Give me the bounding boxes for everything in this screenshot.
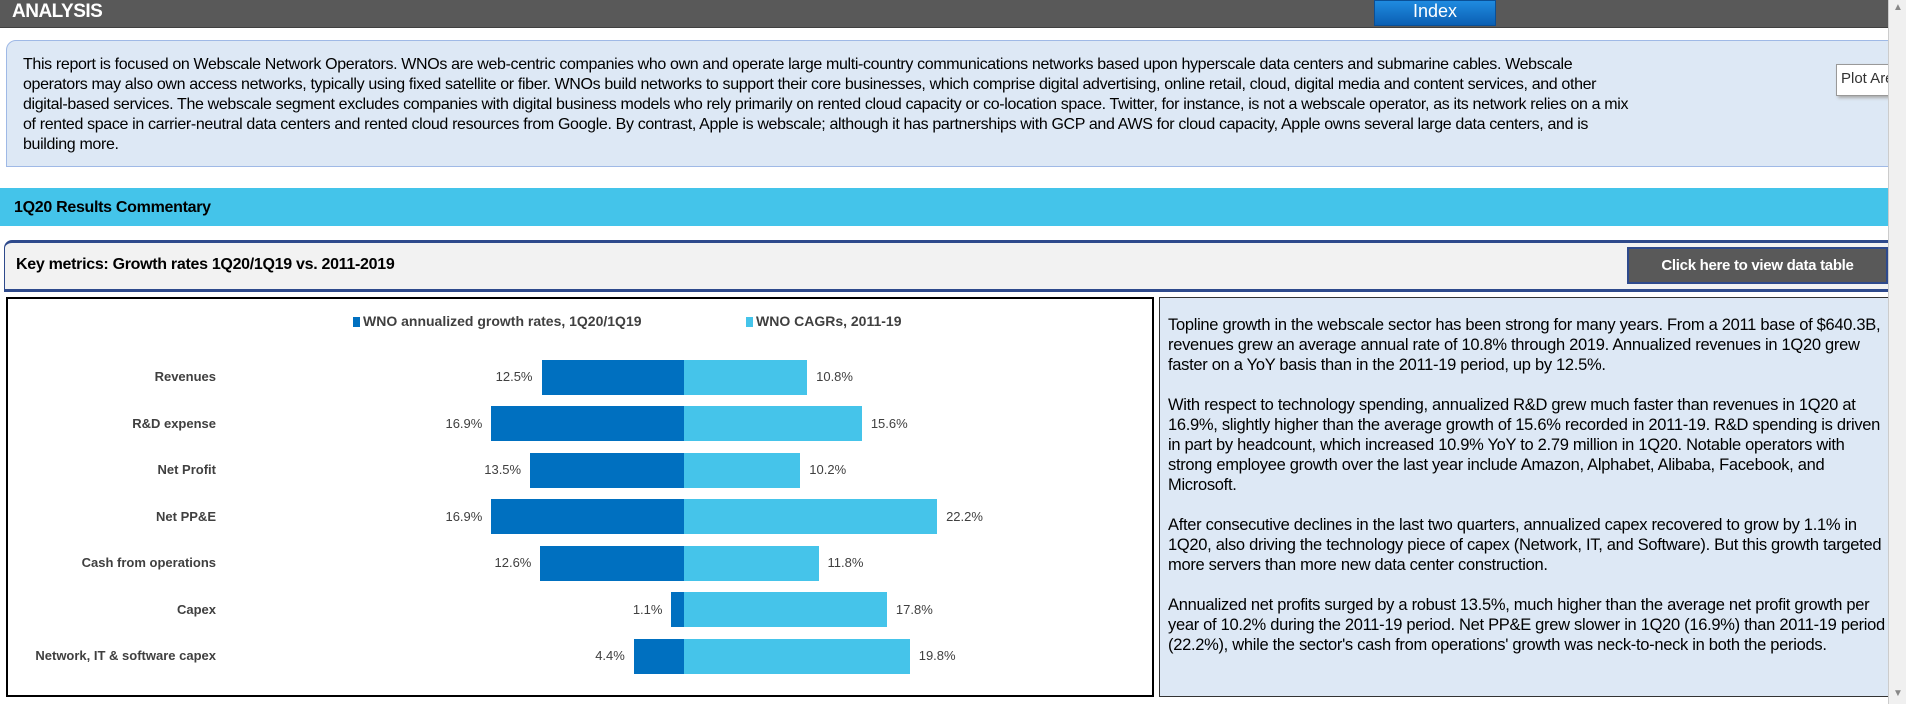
data-label: 15.6% [870, 415, 908, 431]
bar-cagr[interactable] [684, 638, 910, 674]
data-label: 19.8% [918, 648, 956, 663]
bar-1q20[interactable] [540, 545, 684, 581]
data-label: 22.2% [946, 508, 983, 524]
data-label: 16.9% [445, 415, 483, 431]
category-label: Net Profit [157, 462, 217, 477]
legend-item-series2: WNO CAGRs, 2011-19 [746, 313, 902, 329]
category-label: Net PP&E [156, 508, 216, 524]
key-metrics-title: Key metrics: Growth rates 1Q20/1Q19 vs. … [16, 256, 395, 273]
data-label: 10.8% [816, 369, 853, 384]
bar-1q20[interactable] [541, 359, 684, 395]
data-label: 17.8% [895, 601, 933, 617]
category-label: Revenues [154, 369, 216, 384]
category-label: Capex [176, 601, 216, 617]
legend-label: WNO CAGRs, 2011-19 [756, 313, 902, 329]
data-label: 12.6% [494, 555, 532, 570]
bar-cagr[interactable] [684, 452, 801, 488]
legend-swatch [746, 317, 753, 327]
chart-area[interactable]: WNO annualized growth rates, 1Q20/1Q19 W… [6, 297, 1154, 697]
index-button[interactable]: Index [1374, 0, 1496, 26]
data-label: 11.8% [827, 555, 864, 570]
category-label: Cash from operations [81, 555, 216, 570]
data-label: 12.5% [495, 369, 533, 384]
commentary-paragraph: Annualized net profits surged by a robus… [1168, 596, 1885, 654]
intro-line: of rented space in carrier-neutral data … [23, 116, 1589, 133]
legend-label: WNO annualized growth rates, 1Q20/1Q19 [363, 313, 642, 329]
legend-swatch [353, 317, 360, 327]
bar-1q20[interactable] [530, 452, 684, 488]
data-label: 10.2% [809, 462, 847, 477]
intro-line: This report is focused on Webscale Netwo… [23, 56, 1573, 73]
section-header: 1Q20 Results Commentary [0, 188, 1888, 226]
category-label: R&D expense [132, 415, 216, 431]
sheet-title: ANALYSIS [12, 1, 103, 22]
data-label: 13.5% [484, 462, 522, 477]
bar-1q20[interactable] [491, 499, 684, 534]
top-bar [0, 0, 1888, 28]
legend-item-series1: WNO annualized growth rates, 1Q20/1Q19 [353, 313, 642, 329]
bar-cagr[interactable] [684, 359, 808, 395]
intro-line: operators may also own access networks, … [23, 76, 1597, 93]
bar-cagr[interactable] [684, 499, 938, 534]
bar-1q20[interactable] [633, 638, 684, 674]
commentary-panel: Topline growth in the webscale sector ha… [1159, 297, 1890, 697]
key-metrics-bar [4, 240, 1888, 292]
bar-cagr[interactable] [684, 592, 887, 627]
bar-cagr[interactable] [684, 545, 819, 581]
plot-area: Revenues R&D expense Net Profit Net PP&E Cas… [8, 299, 1152, 695]
vertical-scrollbar[interactable]: ▲ ▼ [1888, 0, 1906, 704]
intro-panel: This report is focused on Webscale Netwo… [6, 40, 1890, 167]
commentary-paragraph: After consecutive declines in the last t… [1168, 516, 1882, 574]
scroll-up-icon[interactable]: ▲ [1893, 2, 1903, 13]
category-label: Network, IT & software capex [35, 648, 216, 663]
view-data-table-button[interactable]: Click here to view data table [1627, 247, 1888, 284]
intro-line: digital-based services. The webscale seg… [23, 96, 1629, 113]
intro-line: building more. [23, 136, 119, 153]
bar-1q20[interactable] [671, 592, 684, 627]
bar-cagr[interactable] [684, 406, 862, 441]
data-label: 16.9% [445, 508, 483, 524]
data-label: 4.4% [595, 648, 625, 663]
scroll-down-icon[interactable]: ▼ [1893, 688, 1903, 699]
bar-1q20[interactable] [491, 406, 684, 441]
data-label: 1.1% [632, 601, 663, 617]
commentary-paragraph: Topline growth in the webscale sector ha… [1168, 316, 1881, 374]
commentary-paragraph: With respect to technology spending, ann… [1168, 396, 1881, 494]
